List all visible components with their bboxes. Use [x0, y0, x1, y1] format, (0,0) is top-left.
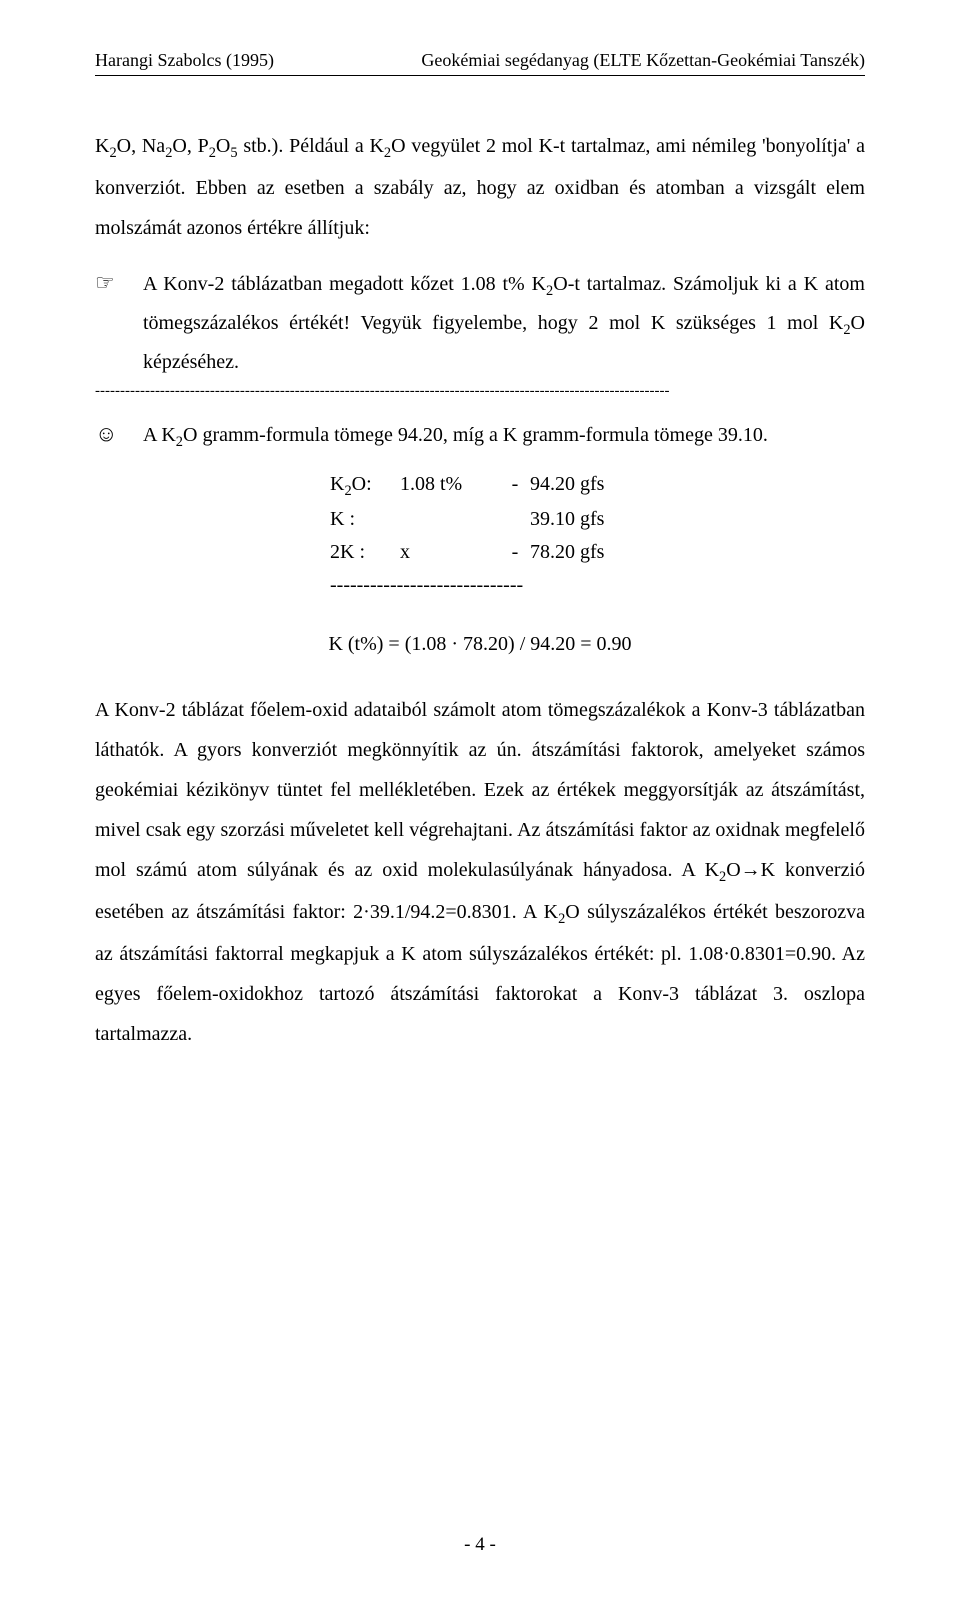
page-header: Harangi Szabolcs (1995) Geokémiai segéda…	[95, 50, 865, 76]
calc-result: K (t%) = (1.08 · 78.20) / 94.20 = 0.90	[95, 633, 865, 656]
calculation-block: K2O: 1.08 t% - 94.20 gfs K : 39.10 gfs 2…	[95, 468, 865, 614]
calc-dash: -	[500, 468, 530, 504]
calc-pct: x	[400, 536, 500, 569]
calc-label: 2K :	[330, 536, 400, 569]
calc-val: 94.20 gfs	[530, 468, 630, 504]
task-text: A Konv-2 táblázatban megadott kőzet 1.08…	[143, 266, 865, 380]
calc-row: K : 39.10 gfs	[330, 503, 630, 536]
calc-row: 2K : x - 78.20 gfs	[330, 536, 630, 569]
calc-row: K2O: 1.08 t% - 94.20 gfs	[330, 468, 630, 504]
header-right: Geokémiai segédanyag (ELTE Kőzettan-Geok…	[421, 50, 865, 71]
calc-label: K :	[330, 503, 400, 536]
main-paragraph-text: A Konv-2 táblázat főelem-oxid adataiból …	[95, 690, 865, 1054]
answer-text: A K2O gramm-formula tömege 94.20, míg a …	[143, 417, 865, 456]
calc-label: K2O:	[330, 468, 400, 504]
calc-val: 78.20 gfs	[530, 536, 630, 569]
main-paragraph: A Konv-2 táblázat főelem-oxid adataiból …	[95, 690, 865, 1054]
intro-text: K2O, Na2O, P2O5 stb.). Például a K2O veg…	[95, 126, 865, 248]
page-number: - 4 -	[95, 1534, 865, 1556]
task-block: ☞ A Konv-2 táblázatban megadott kőzet 1.…	[95, 266, 865, 380]
header-left: Harangi Szabolcs (1995)	[95, 50, 274, 71]
divider-line: ----------------------------------------…	[95, 384, 865, 399]
calc-pct: 1.08 t%	[400, 468, 500, 504]
calc-pct	[400, 503, 500, 536]
calc-dash: -	[500, 536, 530, 569]
pointing-hand-icon: ☞	[95, 266, 143, 296]
calc-val: 39.10 gfs	[530, 503, 630, 536]
answer-block: ☺ A K2O gramm-formula tömege 94.20, míg …	[95, 417, 865, 456]
page: Harangi Szabolcs (1995) Geokémiai segéda…	[0, 0, 960, 1596]
smiley-icon: ☺	[95, 417, 143, 447]
intro-paragraph: K2O, Na2O, P2O5 stb.). Például a K2O veg…	[95, 126, 865, 248]
calc-divider: -----------------------------	[330, 569, 630, 602]
calc-dash	[500, 503, 530, 536]
